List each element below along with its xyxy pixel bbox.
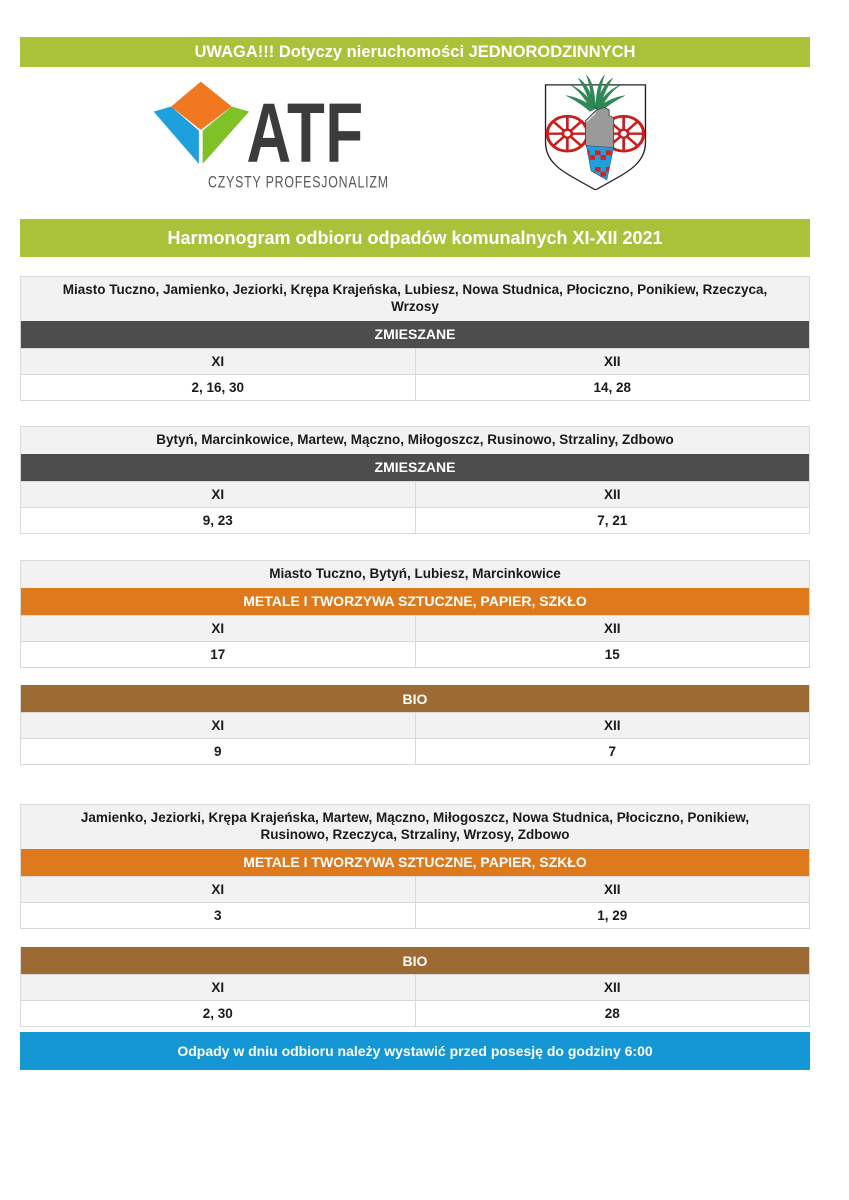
svg-text:CZYSTY PROFESJONALIZM: CZYSTY PROFESJONALIZM (208, 174, 389, 192)
svg-text:ATF: ATF (246, 86, 363, 181)
